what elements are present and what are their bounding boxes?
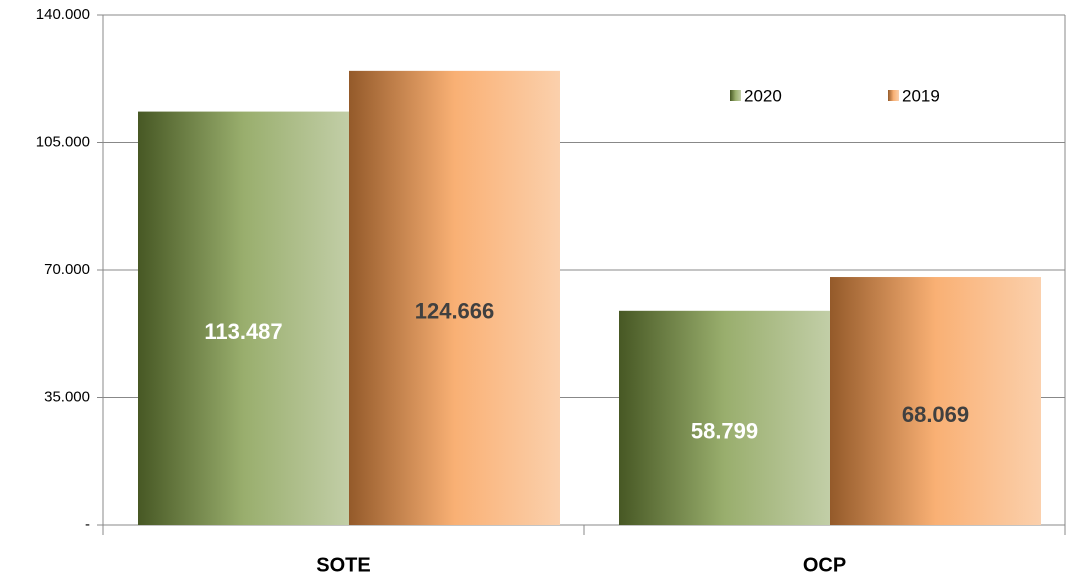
- y-tick-label: 70.000: [44, 261, 90, 278]
- x-tick-label: OCP: [803, 554, 846, 576]
- data-label: 113.487: [204, 319, 282, 344]
- legend-label: 2019: [902, 86, 940, 105]
- data-label: 124.666: [415, 299, 495, 324]
- legend-swatch: [730, 90, 741, 101]
- bar: [349, 70, 560, 526]
- bar: [619, 310, 830, 525]
- legend-label: 2020: [744, 86, 782, 105]
- x-tick-label: SOTE: [316, 554, 370, 576]
- legend-swatch: [888, 90, 899, 101]
- y-tick-label: -: [85, 516, 90, 533]
- y-tick-label: 105.000: [36, 133, 90, 150]
- y-tick-label: 140.000: [36, 6, 90, 23]
- data-label: 68.069: [902, 402, 969, 427]
- bar: [138, 111, 349, 525]
- data-label: 58.799: [691, 419, 758, 444]
- y-tick-label: 35.000: [44, 388, 90, 405]
- bar: [830, 277, 1041, 525]
